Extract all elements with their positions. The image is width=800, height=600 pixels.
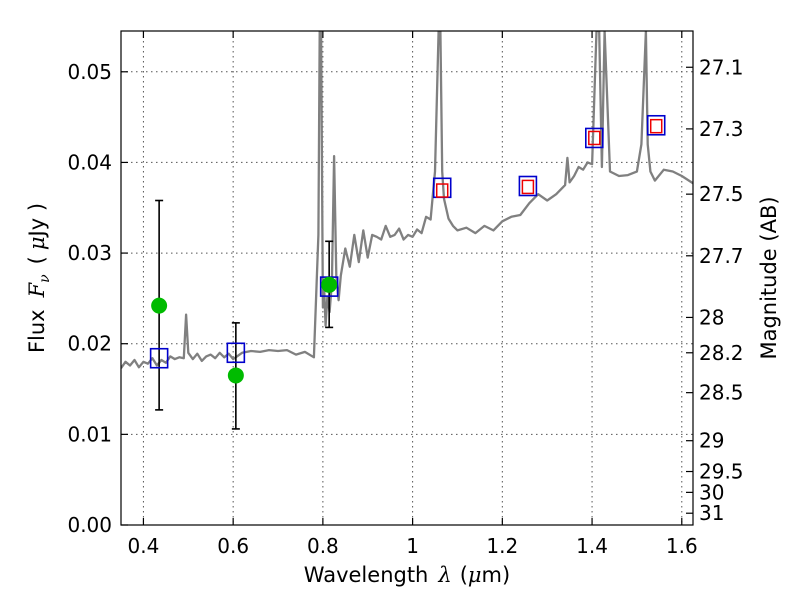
y2-tick-label: 30 — [699, 480, 724, 504]
y-tick-label: 0.00 — [67, 513, 112, 537]
y-tick-label: 0.02 — [67, 332, 112, 356]
y2-tick-label: 29.5 — [699, 460, 744, 484]
x-tick-label: 0.6 — [217, 534, 249, 558]
y-tick-label: 0.04 — [67, 150, 112, 174]
y-axis-label: FluxFν(μJy ) — [25, 203, 53, 353]
y2-tick-label: 27.1 — [699, 55, 744, 79]
y-tick-label: 0.05 — [67, 60, 112, 84]
y2-tick-label: 27.3 — [699, 117, 744, 141]
model-flux-square — [518, 175, 538, 197]
model-flux-square-red — [435, 183, 449, 198]
x-tick-label: 0.8 — [307, 534, 339, 558]
model-flux-square — [149, 347, 169, 369]
model-flux-square — [226, 342, 246, 364]
y2-tick-label: 28.5 — [699, 381, 744, 405]
observed-point — [227, 367, 244, 384]
y2-tick-label: 29 — [699, 429, 724, 453]
y2-tick-label: 28.2 — [699, 341, 744, 365]
model-flux-square — [646, 114, 666, 136]
model-flux-square-red — [521, 179, 535, 195]
x-tick-label: 1.2 — [486, 534, 518, 558]
spectrum-line — [121, 31, 693, 369]
x-tick-label: 0.4 — [128, 534, 160, 558]
plot-frame — [120, 30, 694, 526]
y2-tick-label: 27.7 — [699, 244, 744, 268]
y-tick-label: 0.03 — [67, 241, 112, 265]
observed-point — [321, 276, 338, 293]
plot-area — [121, 31, 693, 430]
model-flux-square — [585, 127, 604, 149]
x-tick-label: 1.4 — [576, 534, 608, 558]
x-tick-label: 1.6 — [666, 534, 698, 558]
x-tick-label: 1 — [406, 534, 419, 558]
model-flux-square-red — [649, 118, 663, 134]
observed-point — [151, 297, 168, 314]
y2-tick-label: 27.5 — [699, 182, 744, 206]
y2-tick-label: 31 — [699, 501, 724, 525]
x-axis: 0.4 0.6 0.8 1 1.2 1.4 1.6 — [128, 31, 698, 558]
y-axis: 0.00 0.01 0.02 0.03 0.04 0.05 — [67, 60, 128, 537]
y2-tick-label: 28 — [699, 305, 724, 329]
model-flux-square-red — [588, 130, 601, 146]
y2-axis-label: Magnitude (AB) — [757, 196, 781, 359]
y-tick-label: 0.01 — [67, 422, 112, 446]
x-axis-label: Wavelength λ (μm) — [304, 563, 510, 587]
